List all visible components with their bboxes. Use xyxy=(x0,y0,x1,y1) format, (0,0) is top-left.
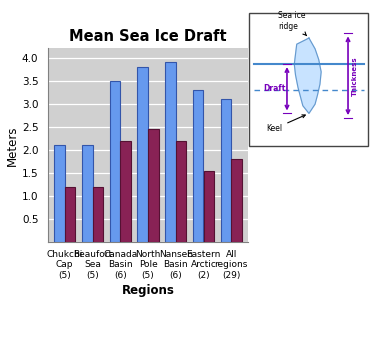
Bar xyxy=(120,141,131,242)
Bar xyxy=(65,187,75,242)
Bar xyxy=(165,62,176,242)
Text: Keel: Keel xyxy=(266,115,305,133)
Bar xyxy=(110,81,120,242)
Bar xyxy=(193,90,204,242)
Title: Mean Sea Ice Draft: Mean Sea Ice Draft xyxy=(69,29,227,45)
Text: Sea ice
ridge: Sea ice ridge xyxy=(279,11,307,36)
Bar xyxy=(231,159,242,242)
Text: Thickness: Thickness xyxy=(352,57,358,96)
Bar xyxy=(148,129,158,242)
Polygon shape xyxy=(294,38,321,113)
Text: Draft: Draft xyxy=(263,84,286,93)
Bar xyxy=(221,99,231,242)
Y-axis label: Meters: Meters xyxy=(6,125,19,166)
X-axis label: Regions: Regions xyxy=(122,284,174,297)
Bar xyxy=(204,171,214,242)
Bar xyxy=(54,145,65,242)
Bar xyxy=(176,141,186,242)
Bar xyxy=(92,187,103,242)
Bar xyxy=(82,145,92,242)
Bar xyxy=(138,67,148,242)
